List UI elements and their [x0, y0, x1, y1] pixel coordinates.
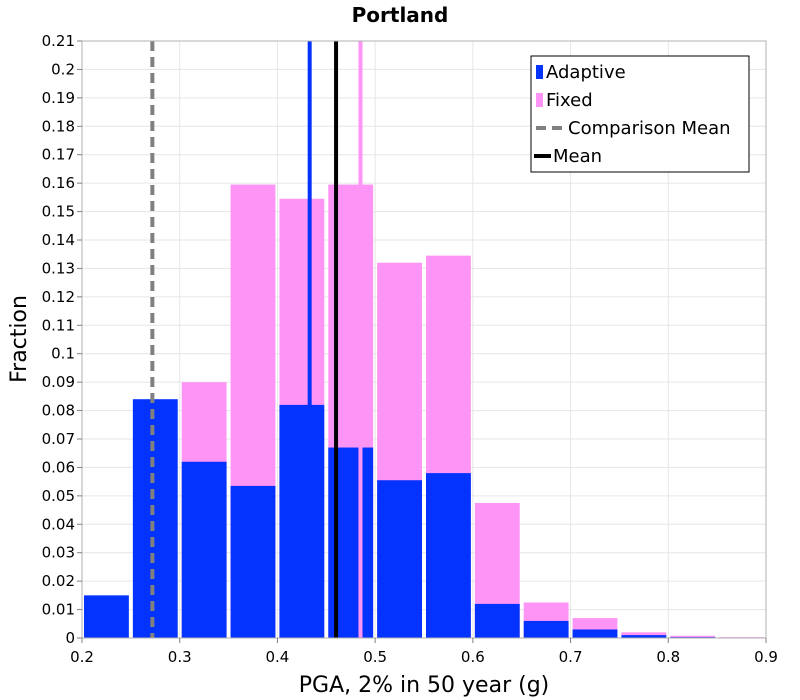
- y-tick-label: 0.01: [42, 601, 75, 619]
- y-tick-label: 0.07: [42, 430, 75, 448]
- adaptive-bar: [621, 635, 667, 638]
- adaptive-bar: [279, 404, 325, 638]
- adaptive-bar: [523, 620, 569, 638]
- fixed-bar: [621, 632, 667, 638]
- x-tick-label: 0.4: [265, 648, 289, 666]
- adaptive-bar: [426, 473, 471, 638]
- y-axis-ticks: 0 0.01 0.02 0.03 0.04 0.05 0.06 0.07 0.08 0.09 0.1…: [42, 32, 82, 647]
- x-axis-title: PGA, 2% in 50 year (g): [299, 673, 550, 698]
- y-tick-label: 0.15: [42, 203, 75, 221]
- legend-label-mean: Mean: [553, 146, 602, 167]
- x-tick-label: 0.6: [461, 648, 485, 666]
- y-tick-label: 0.09: [42, 373, 75, 391]
- x-tick-label: 0.3: [168, 648, 192, 666]
- y-tick-label: 0.19: [42, 89, 75, 107]
- x-tick-label: 0.9: [754, 648, 778, 666]
- x-axis-ticks: 0.2 0.3 0.4 0.5 0.6 0.7 0.8 0.9: [70, 638, 778, 666]
- y-axis-title: Fraction: [7, 295, 32, 383]
- legend-label-comparison-mean: Comparison Mean: [568, 118, 731, 139]
- y-tick-label: 0.16: [42, 174, 75, 192]
- adaptive-bar: [181, 461, 227, 638]
- y-tick-label: 0.21: [42, 32, 75, 50]
- y-tick-label: 0.2: [51, 60, 75, 78]
- y-tick-label: 0.03: [42, 544, 75, 562]
- bars: [84, 184, 764, 639]
- y-tick-label: 0.12: [42, 288, 75, 306]
- y-tick-label: 0.02: [42, 572, 75, 590]
- adaptive-bar: [84, 595, 129, 638]
- y-tick-label: 0.13: [42, 259, 75, 277]
- legend-label-adaptive: Adaptive: [546, 62, 626, 83]
- plot-frame: [81, 40, 767, 639]
- mean-lines: [150, 41, 363, 638]
- y-tick-label: 0.04: [42, 515, 75, 533]
- legend: Adaptive Fixed Comparison Mean Mean: [530, 55, 750, 173]
- adaptive-bar: [572, 629, 618, 638]
- y-tick-label: 0.06: [42, 458, 75, 476]
- adaptive-bar: [230, 485, 276, 638]
- x-tick-label: 0.7: [559, 648, 583, 666]
- y-tick-label: 0: [65, 629, 75, 647]
- y-tick-label: 0.14: [42, 231, 75, 249]
- legend-box: [530, 55, 750, 173]
- adaptive-bar: [377, 480, 422, 638]
- y-tick-label: 0.18: [42, 117, 75, 135]
- x-tick-label: 0.2: [70, 648, 94, 666]
- chart-title: Portland: [352, 3, 449, 27]
- y-tick-label: 0.17: [42, 146, 75, 164]
- x-tick-label: 0.5: [363, 648, 387, 666]
- legend-swatch-fixed: [536, 93, 543, 107]
- legend-swatch-adaptive: [536, 65, 543, 79]
- y-tick-label: 0.05: [42, 487, 75, 505]
- x-tick-label: 0.8: [656, 648, 680, 666]
- legend-label-fixed: Fixed: [546, 90, 593, 111]
- adaptive-bar: [474, 603, 520, 638]
- y-tick-label: 0.08: [42, 402, 75, 420]
- adaptive-bar: [132, 399, 178, 638]
- y-tick-label: 0.1: [51, 345, 75, 363]
- y-tick-label: 0.11: [42, 316, 75, 334]
- fixed-bar: [670, 635, 716, 638]
